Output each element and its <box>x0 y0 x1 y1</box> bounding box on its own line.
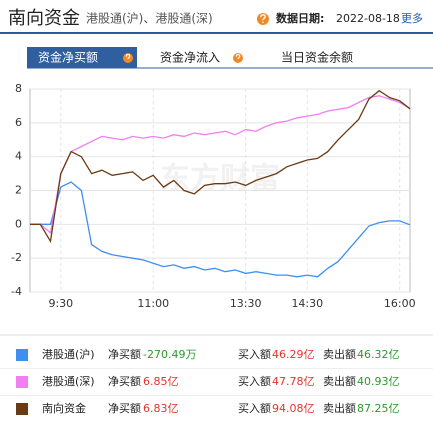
sell-label: 卖出额 <box>323 401 356 415</box>
date: 2022-08-18 <box>336 12 400 25</box>
series-line <box>30 89 411 244</box>
y-tick-label: -4 <box>11 285 22 298</box>
series-line <box>30 95 411 235</box>
x-tick-label: 14:30 <box>291 297 323 310</box>
legend-swatch <box>16 403 28 415</box>
buy-value: 94.08亿 <box>272 402 315 415</box>
legend-name: 南向资金 <box>42 401 86 415</box>
help-icon[interactable] <box>257 13 269 25</box>
net-value: 6.85亿 <box>143 375 179 388</box>
header-rule <box>0 32 433 34</box>
legend-swatch <box>16 376 28 388</box>
sell-label: 卖出额 <box>323 374 356 388</box>
legend-name: 港股通(深) <box>42 375 95 388</box>
series-line <box>30 181 411 278</box>
tab[interactable]: 当日资金余额 <box>281 50 353 65</box>
net-value: 6.83亿 <box>143 402 179 415</box>
x-tick-label: 9:30 <box>48 297 73 310</box>
y-tick-label: 2 <box>15 184 22 197</box>
help-icon[interactable] <box>233 53 243 63</box>
sell-value: 46.32亿 <box>357 348 400 361</box>
net-label: 净买额 <box>108 401 141 415</box>
help-icon[interactable] <box>123 53 133 63</box>
net-label: 净买额 <box>108 347 141 361</box>
sell-value: 87.25亿 <box>357 402 400 415</box>
buy-value: 46.29亿 <box>272 348 315 361</box>
subtitle: 港股通(沪)、港股通(深) <box>86 12 213 26</box>
y-tick-label: 4 <box>15 150 22 163</box>
sell-value: 40.93亿 <box>357 375 400 388</box>
y-tick-label: -2 <box>11 251 22 264</box>
sell-label: 卖出额 <box>323 347 356 361</box>
net-label: 净买额 <box>108 374 141 388</box>
y-tick-label: 0 <box>15 217 22 230</box>
x-tick-label: 13:30 <box>230 297 262 310</box>
legend-name: 港股通(沪) <box>42 347 95 361</box>
buy-label: 买入额 <box>238 375 271 388</box>
y-tick-label: 6 <box>15 116 22 129</box>
more-link[interactable]: 更多 <box>401 11 423 25</box>
buy-label: 买入额 <box>238 402 271 415</box>
tab[interactable]: 资金净买额 <box>38 50 98 65</box>
y-tick-label: 8 <box>15 82 22 95</box>
net-value: -270.49万 <box>143 348 196 361</box>
date-label: 数据日期: <box>276 11 324 25</box>
tab[interactable]: 资金净流入 <box>160 50 220 65</box>
x-tick-label: 11:00 <box>137 297 169 310</box>
title: 南向资金 <box>8 8 80 29</box>
x-tick-label: 16:00 <box>384 297 416 310</box>
buy-label: 买入额 <box>238 348 271 361</box>
legend-swatch <box>16 349 28 361</box>
tab-active[interactable] <box>27 47 137 68</box>
buy-value: 47.78亿 <box>272 375 315 388</box>
